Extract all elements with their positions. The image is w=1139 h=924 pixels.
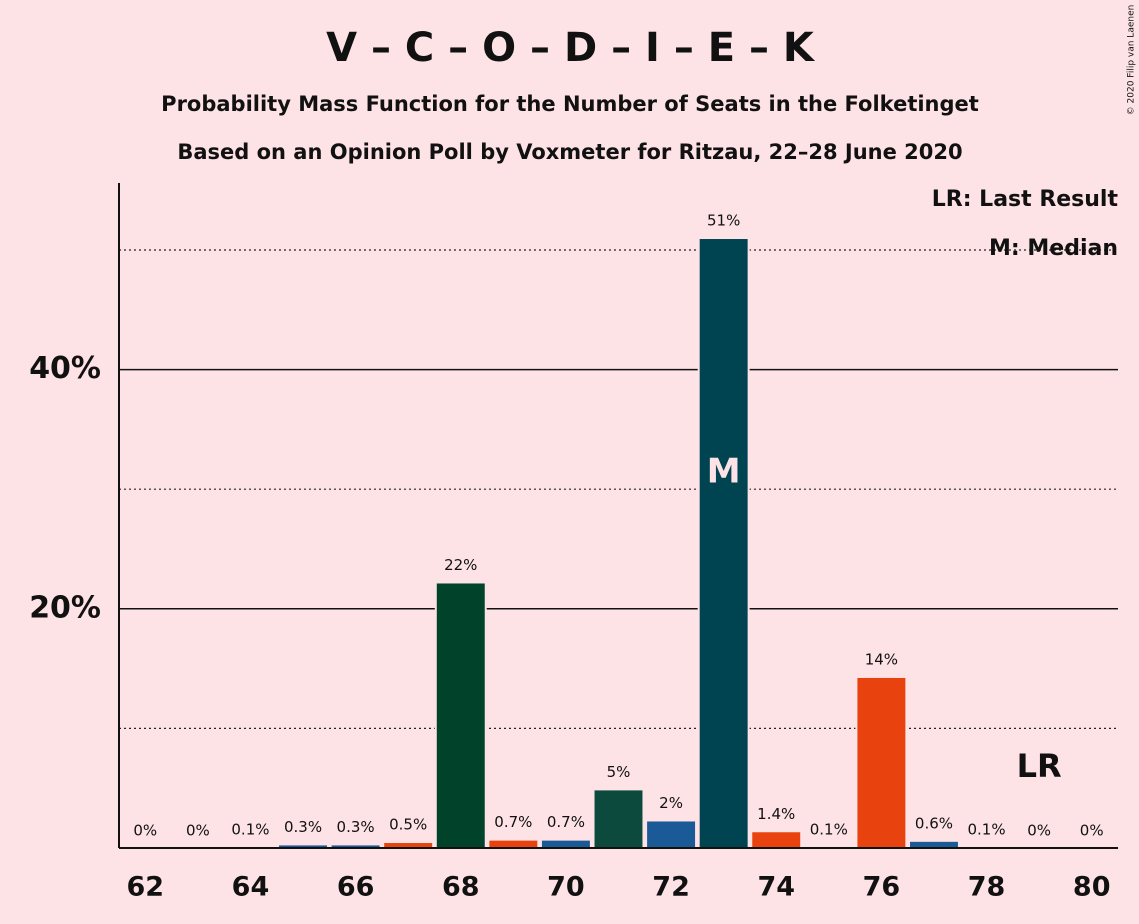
y-tick-label: 40% — [29, 351, 101, 386]
last-result-marker: LR — [1017, 747, 1062, 785]
value-label: 51% — [707, 212, 740, 230]
median-marker: M — [707, 452, 741, 492]
value-label: 0.1% — [231, 820, 269, 838]
legend-entry: LR: Last Result — [932, 187, 1119, 212]
bar — [855, 675, 908, 849]
x-tick-label: 78 — [968, 872, 1006, 903]
bar — [434, 581, 487, 849]
value-label: 0% — [186, 822, 210, 840]
copyright: © 2020 Filip van Laenen — [1127, 5, 1137, 116]
x-tick-label: 80 — [1073, 872, 1111, 903]
bar — [592, 788, 645, 849]
value-label: 5% — [607, 763, 631, 781]
bar — [697, 237, 750, 849]
value-label: 0% — [1080, 822, 1104, 840]
value-label: 14% — [865, 650, 898, 668]
chart-subtitle: Based on an Opinion Poll by Voxmeter for… — [177, 140, 962, 164]
value-label: 0% — [133, 822, 157, 840]
x-tick-label: 74 — [757, 872, 795, 903]
chart-title: V – C – O – D – I – E – K — [326, 25, 816, 71]
value-label: 0.1% — [967, 820, 1005, 838]
value-label: 2% — [659, 794, 683, 812]
value-label: 0.6% — [915, 814, 953, 832]
x-tick-label: 76 — [863, 872, 901, 903]
value-label: 1.4% — [757, 805, 795, 823]
x-tick-label: 64 — [232, 872, 270, 903]
legend-entry: M: Median — [989, 236, 1118, 261]
x-tick-label: 72 — [652, 872, 690, 903]
x-tick-label: 70 — [547, 872, 585, 903]
bar — [539, 838, 592, 849]
value-label: 22% — [444, 556, 477, 574]
value-label: 0.7% — [547, 813, 585, 831]
value-label: 0.3% — [337, 818, 375, 836]
value-label: 0.1% — [810, 820, 848, 838]
x-tick-label: 66 — [337, 872, 375, 903]
bar — [907, 839, 960, 849]
bar — [487, 838, 540, 849]
x-tick-label: 62 — [127, 872, 165, 903]
value-label: 0% — [1027, 822, 1051, 840]
chart-subtitle: Probability Mass Function for the Number… — [161, 92, 979, 116]
bar — [645, 819, 698, 850]
value-label: 0.5% — [389, 816, 427, 834]
value-label: 0.3% — [284, 818, 322, 836]
x-tick-label: 68 — [442, 872, 480, 903]
value-label: 0.7% — [494, 813, 532, 831]
y-tick-label: 20% — [29, 590, 101, 625]
bar — [750, 830, 803, 849]
